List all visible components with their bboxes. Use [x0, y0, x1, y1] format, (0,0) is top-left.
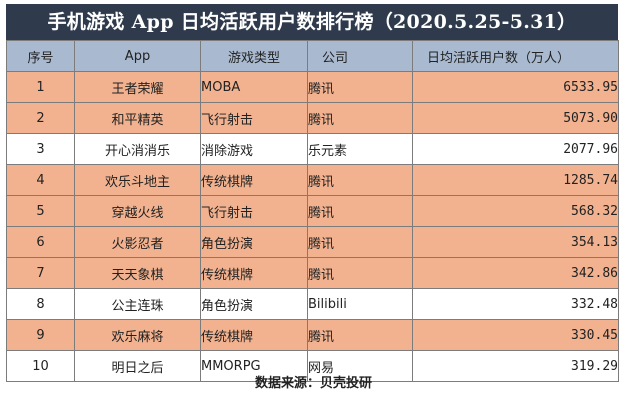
cell-game-type: 角色扮演 — [200, 226, 308, 258]
cell-daily-active-users: 342.86 — [412, 257, 619, 289]
cell-game-type: 飞行射击 — [200, 195, 308, 227]
cell-rank: 8 — [6, 288, 75, 320]
cell-app-name: 欢乐斗地主 — [74, 164, 201, 196]
cell-daily-active-users: 1285.74 — [412, 164, 619, 196]
column-header-app: App — [74, 40, 201, 72]
column-header-rank: 序号 — [6, 40, 75, 72]
table-row: 5 穿越火线 飞行射击 腾讯 568.32 — [6, 195, 619, 227]
cell-rank: 4 — [6, 164, 75, 196]
table-row: 2 和平精英 飞行射击 腾讯 5073.90 — [6, 102, 619, 134]
cell-rank: 2 — [6, 102, 75, 134]
cell-rank: 7 — [6, 257, 75, 289]
table-row: 8 公主连珠 角色扮演 Bilibili 332.48 — [6, 288, 619, 320]
column-header-game-type: 游戏类型 — [200, 40, 308, 72]
cell-rank: 5 — [6, 195, 75, 227]
cell-daily-active-users: 5073.90 — [412, 102, 619, 134]
cell-app-name: 穿越火线 — [74, 195, 201, 227]
cell-game-type: MMORPG — [200, 350, 308, 382]
cell-game-type: MOBA — [200, 71, 308, 103]
cell-app-name: 王者荣耀 — [74, 71, 201, 103]
cell-company: 腾讯 — [307, 102, 413, 134]
cell-daily-active-users: 330.45 — [412, 319, 619, 351]
cell-company: 网易 — [307, 350, 413, 382]
cell-game-type: 消除游戏 — [200, 133, 308, 165]
cell-app-name: 火影忍者 — [74, 226, 201, 258]
cell-company: 腾讯 — [307, 71, 413, 103]
cell-daily-active-users: 2077.96 — [412, 133, 619, 165]
cell-game-type: 飞行射击 — [200, 102, 308, 134]
cell-app-name: 欢乐麻将 — [74, 319, 201, 351]
cell-company: 腾讯 — [307, 195, 413, 227]
cell-app-name: 和平精英 — [74, 102, 201, 134]
cell-company: 腾讯 — [307, 164, 413, 196]
ranking-table: 序号 App 游戏类型 公司 日均活跃用户数（万人） 1 王者荣耀 MOBA 腾讯 65… — [6, 40, 619, 382]
cell-company: 腾讯 — [307, 319, 413, 351]
cell-app-name: 开心消消乐 — [74, 133, 201, 165]
cell-app-name: 天天象棋 — [74, 257, 201, 289]
cell-rank: 10 — [6, 350, 75, 382]
table-row: 1 王者荣耀 MOBA 腾讯 6533.95 — [6, 71, 619, 103]
cell-game-type: 角色扮演 — [200, 288, 308, 320]
table-row: 6 火影忍者 角色扮演 腾讯 354.13 — [6, 226, 619, 258]
cell-rank: 6 — [6, 226, 75, 258]
column-header-daily-active-users: 日均活跃用户数（万人） — [412, 40, 619, 72]
cell-company: Bilibili — [307, 288, 413, 320]
cell-daily-active-users: 332.48 — [412, 288, 619, 320]
cell-daily-active-users: 6533.95 — [412, 71, 619, 103]
cell-game-type: 传统棋牌 — [200, 164, 308, 196]
column-header-company: 公司 — [307, 40, 413, 72]
table-row: 7 天天象棋 传统棋牌 腾讯 342.86 — [6, 257, 619, 289]
cell-rank: 9 — [6, 319, 75, 351]
cell-rank: 1 — [6, 71, 75, 103]
cell-rank: 3 — [6, 133, 75, 165]
table-header-row: 序号 App 游戏类型 公司 日均活跃用户数（万人） — [6, 40, 619, 72]
cell-company: 乐元素 — [307, 133, 413, 165]
cell-game-type: 传统棋牌 — [200, 257, 308, 289]
cell-daily-active-users: 354.13 — [412, 226, 619, 258]
cell-company: 腾讯 — [307, 226, 413, 258]
table-row: 3 开心消消乐 消除游戏 乐元素 2077.96 — [6, 133, 619, 165]
table-title: 手机游戏 App 日均活跃用户数排行榜（2020.5.25-5.31） — [6, 4, 618, 40]
cell-daily-active-users: 319.29 — [412, 350, 619, 382]
table-row: 10 明日之后 MMORPG 网易 319.29 — [6, 350, 619, 382]
cell-company: 腾讯 — [307, 257, 413, 289]
table-row: 9 欢乐麻将 传统棋牌 腾讯 330.45 — [6, 319, 619, 351]
table-row: 4 欢乐斗地主 传统棋牌 腾讯 1285.74 — [6, 164, 619, 196]
cell-daily-active-users: 568.32 — [412, 195, 619, 227]
data-source-note: 数据来源：贝壳投研 — [254, 376, 372, 391]
cell-game-type: 传统棋牌 — [200, 319, 308, 351]
cell-app-name: 公主连珠 — [74, 288, 201, 320]
table-body: 1 王者荣耀 MOBA 腾讯 6533.95 2 和平精英 飞行射击 腾讯 5073.90 3 开心消… — [6, 71, 619, 382]
